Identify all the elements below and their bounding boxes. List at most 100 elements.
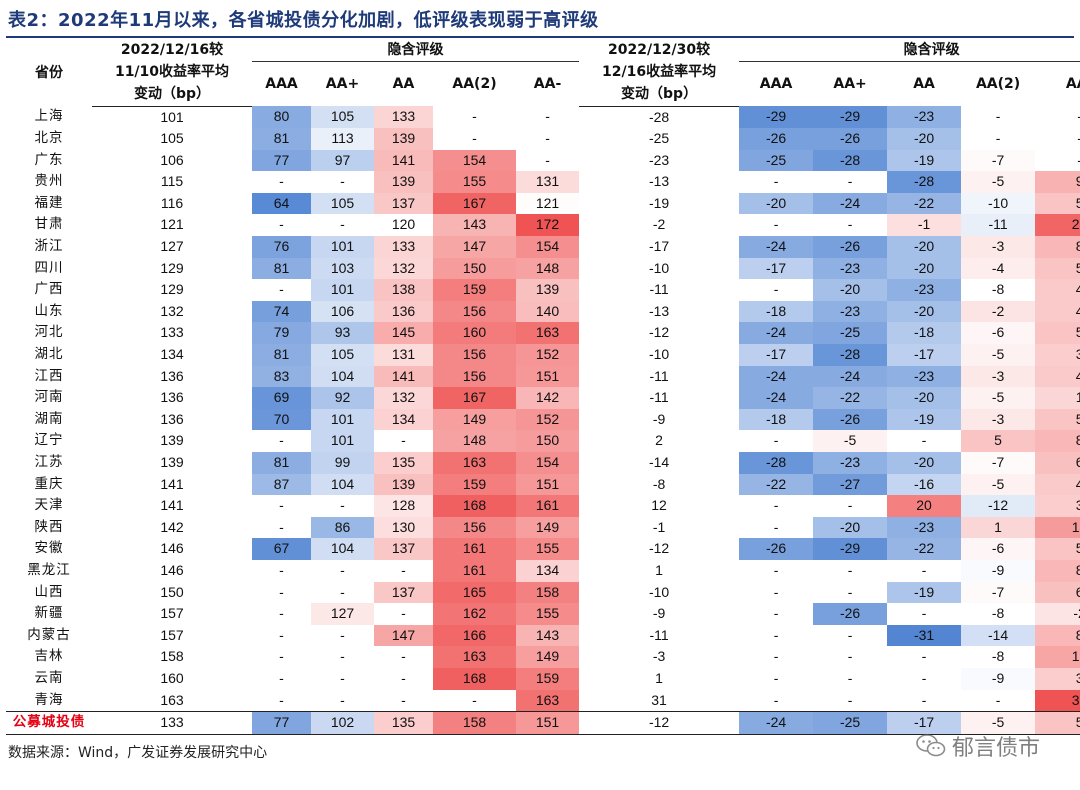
province-cell: 浙江 [34,238,64,255]
header-rating: AAA [265,75,298,92]
avg-change-cell: -11 [649,281,669,298]
rating-cell: 167 [433,192,516,215]
rating-cell: - [340,691,345,708]
header-rating: AA- [1065,75,1080,92]
table-row: 黑龙江 146 - - - 161 134 1 - - - -9 8 [6,559,1080,582]
avg-change-cell: 133 [160,324,184,341]
rating-cell: -7 [961,452,1036,474]
rating-cell: 5 [1035,322,1080,345]
rating-cell: -24 [813,192,888,215]
rating-cell: -2 [1035,603,1080,625]
rating-cell: 149 [516,516,580,539]
rating-cell: 143 [516,624,580,647]
rating-cell: 168 [433,667,516,690]
rating-cell: -24 [739,322,814,345]
rating-cell: 163 [433,646,516,668]
rating-cell: 81 [252,452,311,474]
province-cell: 陕西 [34,518,64,535]
rating-cell: -5 [961,387,1036,409]
rating-cell: - [847,669,853,686]
table-row: 河南 136 69 92 132 167 142 -11 -24 -22 -20 -5 1 [6,387,1080,409]
header-period1-line2: 11/10收益率平均 [114,64,230,80]
province-cell: 上海 [34,108,64,125]
avg-change-cell: 12 [651,497,667,514]
rating-cell: -5 [813,430,888,452]
avg-change-cell: 136 [160,410,184,427]
province-cell: 云南 [34,669,64,686]
avg-change-cell: -2 [652,216,666,233]
table-row: 江苏 139 81 99 135 163 154 -14 -28 -23 -20 -7 6 [6,452,1080,474]
rating-cell: - [773,648,779,665]
header-period2-line1: 2022/12/30较 [607,42,711,59]
rating-cell: 139 [374,128,433,150]
rating-cell: - [847,626,853,643]
rating-cell: 104 [311,473,374,496]
rating-cell: 4 [1035,365,1080,388]
rating-cell: - [995,130,1001,147]
province-cell: 广西 [34,281,64,298]
rating-cell: - [1035,128,1080,150]
rating-cell: 99 [311,452,374,474]
header-rating: AA(2) [975,75,1021,92]
rating-cell: 159 [516,667,580,690]
rating-cell: -28 [813,149,888,172]
rating-cell: -23 [887,516,962,539]
rating-cell: - [279,691,284,708]
avg-change-cell: 139 [160,454,184,470]
rating-cell: -31 [887,624,962,647]
rating-cell: 104 [311,538,374,560]
rating-cell: -26 [813,603,888,625]
rating-cell: - [921,691,927,708]
rating-cell: -12 [961,495,1036,517]
rating-cell: - [279,626,284,643]
avg-change-cell: -11 [649,389,669,406]
province-cell: 江西 [34,367,64,384]
rating-cell: 163 [433,452,516,474]
rating-cell: -8 [961,603,1036,625]
rating-cell: 105 [311,192,374,215]
rating-cell: -6 [961,538,1036,560]
rating-cell: 81 [252,128,311,150]
rating-cell: -6 [961,322,1036,345]
rating-cell: -22 [887,192,962,215]
rating-cell: 152 [516,408,580,431]
province-cell: 北京 [34,130,64,147]
rating-cell: 97 [311,149,374,172]
rating-cell: -4 [961,257,1036,280]
rating-cell: 4 [1035,300,1080,323]
rating-cell: - [340,216,345,233]
rating-cell: 161 [433,538,516,560]
rating-cell: -18 [739,408,814,431]
avg-change-cell: 106 [160,151,184,168]
rating-cell: 128 [374,495,433,517]
rating-cell: 141 [374,149,433,172]
avg-change-cell: 129 [160,259,184,276]
rating-cell: -23 [887,279,962,301]
rating-cell: 3 [1035,495,1080,517]
rating-cell: - [279,518,284,535]
rating-cell: - [847,691,853,708]
header-period1-line3: 变动（bp） [92,83,252,107]
province-cell: 天津 [34,497,64,514]
rating-cell: 163 [516,322,580,345]
province-cell: 贵州 [34,173,64,190]
rating-cell: -23 [887,365,962,388]
rating-cell: - [847,216,853,233]
province-cell: 新疆 [34,605,64,622]
rating-cell: -20 [887,128,962,150]
rating-cell: 77 [252,149,311,172]
rating-cell: -22 [739,473,814,496]
province-cell: 河北 [34,324,64,341]
rating-cell: - [472,108,477,125]
table-row: 湖北 134 81 105 131 156 152 -10 -17 -28 -17 -5 3 [6,344,1080,366]
rating-cell: -17 [739,257,814,280]
province-cell: 甘肃 [34,216,64,233]
rating-cell: - [773,518,779,535]
rating-cell: -22 [813,387,888,409]
rating-cell: 104 [311,365,374,388]
rating-cell: 159 [433,473,516,496]
rating-cell: 156 [433,516,516,539]
